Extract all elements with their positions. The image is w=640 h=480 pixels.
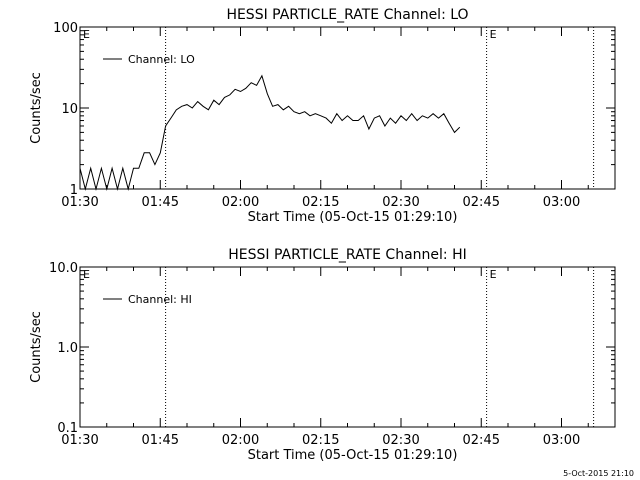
panel-2-x-tick-label: 01:45 bbox=[142, 433, 179, 448]
panel-1-x-axis-label: Start Time (05-Oct-15 01:29:10) bbox=[248, 210, 458, 225]
panel-1-x-tick-label: 01:45 bbox=[142, 195, 179, 210]
panel-2-event-marker: E bbox=[83, 268, 90, 281]
panel-1-plot-frame bbox=[79, 26, 616, 190]
panel-1-x-tick-label: 01:30 bbox=[61, 195, 98, 210]
panel-1-y-axis-label: Counts/sec bbox=[29, 72, 44, 144]
panel-2-x-tick-label: 02:45 bbox=[463, 433, 500, 448]
panel-2-y-tick-label: 1.0 bbox=[57, 341, 78, 356]
panel-2-title: HESSI PARTICLE_RATE Channel: HI bbox=[228, 247, 466, 263]
panel-2-x-tick-label: 01:30 bbox=[61, 433, 98, 448]
panel-2-event-marker: E bbox=[490, 268, 497, 281]
panel-2-y-axis-label: Counts/sec bbox=[29, 311, 44, 383]
panel-1-x-tick-label: 03:00 bbox=[543, 195, 580, 210]
panel-2-y-tick-label: 0.1 bbox=[57, 421, 78, 436]
panel-1-legend-label: Channel: LO bbox=[128, 53, 195, 66]
panel-1-series-line-1 bbox=[79, 74, 461, 191]
panel-1-y-tick-label: 10 bbox=[61, 102, 78, 117]
panel-2-y-tick-label: 10.0 bbox=[49, 261, 78, 276]
panel-2-x-axis-label: Start Time (05-Oct-15 01:29:10) bbox=[248, 448, 458, 463]
panel-2-x-tick-label: 02:15 bbox=[302, 433, 339, 448]
panel-1-event-marker: E bbox=[490, 28, 497, 41]
panel-2-x-tick-label: 03:00 bbox=[543, 433, 580, 448]
panel-1-title: HESSI PARTICLE_RATE Channel: LO bbox=[226, 7, 468, 23]
panel-1-x-tick-label: 02:30 bbox=[382, 195, 419, 210]
panel-1-y-tick-label: 1 bbox=[70, 183, 78, 198]
panel-2-legend-label: Channel: HI bbox=[128, 293, 192, 306]
panel-2-x-tick-label: 02:00 bbox=[222, 433, 259, 448]
panel-2-x-tick-label: 02:30 bbox=[382, 433, 419, 448]
panel-1-x-tick-label: 02:45 bbox=[463, 195, 500, 210]
panel-1-x-tick-label: 02:15 bbox=[302, 195, 339, 210]
panel-1-x-tick-label: 02:00 bbox=[222, 195, 259, 210]
panel-1-event-marker: E bbox=[83, 28, 90, 41]
footer-timestamp: 5-Oct-2015 21:10 bbox=[563, 469, 634, 478]
panel-1-y-tick-label: 100 bbox=[53, 21, 78, 36]
panel-2-plot-frame bbox=[79, 266, 616, 428]
